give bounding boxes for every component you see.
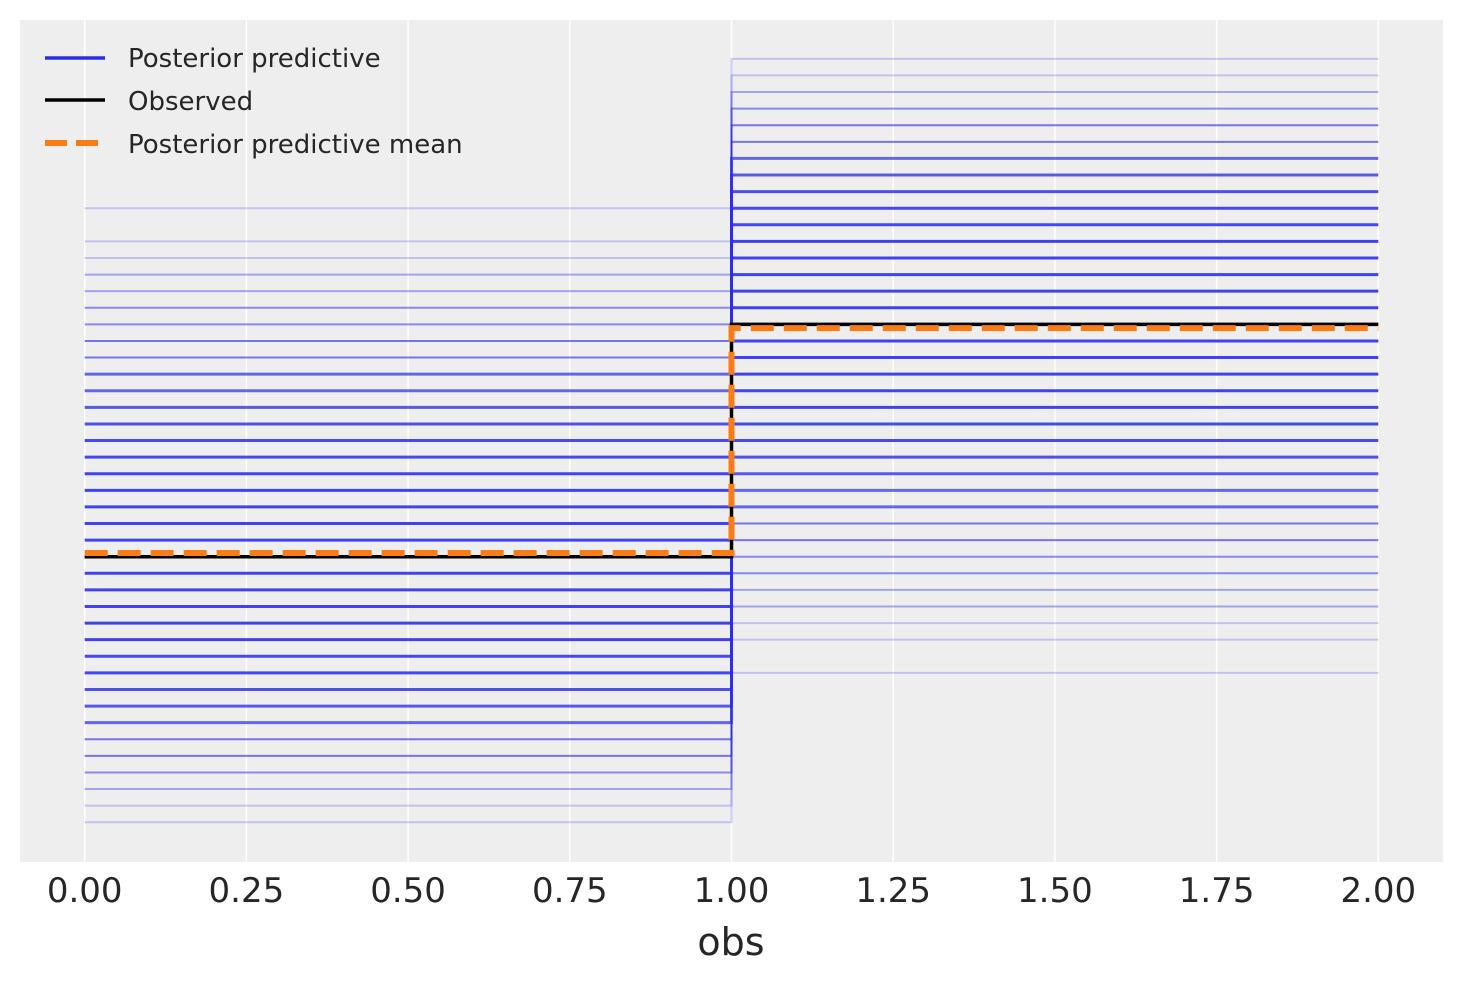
x-tick-label: 0.75 [532, 871, 608, 911]
posterior-predictive-mean-line [84, 325, 1379, 556]
x-tick-label: 1.75 [1179, 871, 1255, 911]
x-tick-label: 1.00 [694, 871, 770, 911]
x-tick-label: 2.00 [1340, 871, 1416, 911]
x-ticks: 0.00 0.25 0.50 0.75 1.00 1.25 1.50 1.75 2.00 [47, 871, 1416, 911]
x-tick-label: 0.50 [370, 871, 446, 911]
legend-label-posterior-predictive-mean: Posterior predictive mean [128, 130, 463, 160]
legend-label-observed: Observed [128, 87, 253, 117]
x-tick-label: 1.25 [855, 871, 931, 911]
x-tick-label: 1.50 [1017, 871, 1093, 911]
x-axis-label: obs [697, 920, 764, 964]
x-tick-label: 0.00 [47, 871, 123, 911]
legend-label-posterior-predictive: Posterior predictive [128, 44, 381, 74]
x-tick-label: 0.25 [209, 871, 285, 911]
legend: Posterior predictive Observed Posterior … [45, 44, 463, 160]
marks [84, 57, 1379, 824]
